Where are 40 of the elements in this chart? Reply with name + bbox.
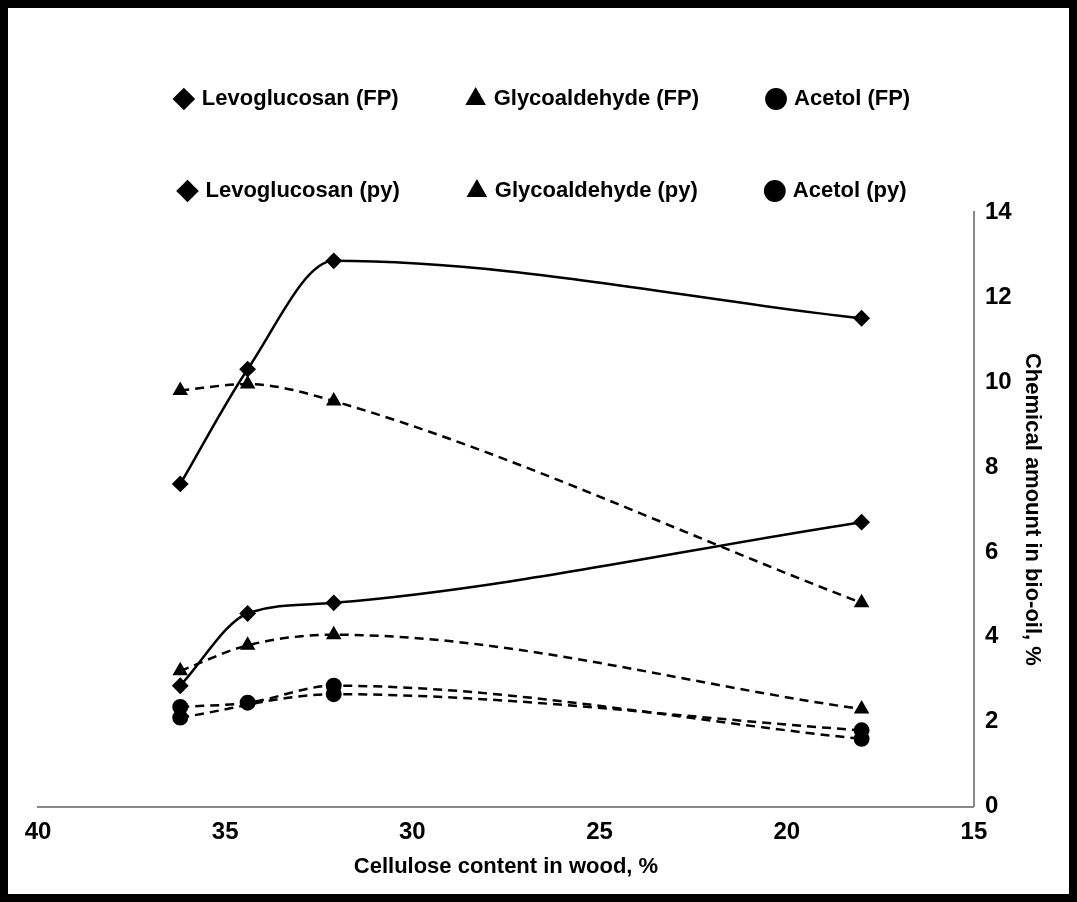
y-tick-label: 2 bbox=[984, 706, 999, 734]
y-tick-label: 10 bbox=[984, 366, 1012, 394]
point bbox=[326, 393, 341, 406]
x-axis-title: Cellulose content in wood, % bbox=[353, 852, 659, 878]
x-tick-label: 20 bbox=[773, 816, 801, 844]
point bbox=[239, 605, 256, 622]
y-tick-label: 0 bbox=[984, 791, 999, 819]
point bbox=[854, 594, 869, 608]
legend-label: Levoglucosan (py) bbox=[205, 177, 400, 203]
point bbox=[172, 698, 189, 715]
x-tick-label: 25 bbox=[586, 816, 613, 844]
legend-label: Glycoaldehyde (py) bbox=[494, 177, 698, 203]
point bbox=[853, 310, 870, 327]
y-tick-label: 8 bbox=[984, 451, 999, 479]
legend-label: Levoglucosan (FP) bbox=[201, 85, 399, 111]
x-tick-label: 30 bbox=[399, 816, 426, 844]
point bbox=[240, 376, 255, 389]
point bbox=[325, 594, 342, 611]
legend-label: Acetol (FP) bbox=[794, 85, 911, 111]
point bbox=[173, 662, 188, 676]
point bbox=[240, 637, 255, 650]
point bbox=[172, 677, 189, 694]
legend-label: Glycoaldehyde (FP) bbox=[493, 85, 700, 111]
y-tick-label: 4 bbox=[984, 621, 999, 649]
x-tick-label: 40 bbox=[24, 816, 52, 844]
point bbox=[173, 382, 188, 395]
point bbox=[239, 694, 256, 711]
legend-label: Acetol (py) bbox=[792, 177, 907, 203]
point bbox=[239, 361, 256, 378]
point bbox=[854, 701, 869, 714]
x-tick-label: 35 bbox=[211, 816, 239, 844]
point bbox=[172, 475, 189, 492]
point bbox=[325, 252, 342, 269]
point bbox=[326, 626, 341, 640]
point bbox=[853, 514, 870, 531]
y-tick-label: 12 bbox=[984, 281, 1012, 309]
x-tick-label: 15 bbox=[960, 816, 988, 844]
y-axis-title: Chemical amount in bio-oil, % bbox=[1020, 352, 1046, 666]
y-tick-label: 6 bbox=[984, 536, 999, 564]
y-tick-label: 14 bbox=[984, 196, 1013, 224]
